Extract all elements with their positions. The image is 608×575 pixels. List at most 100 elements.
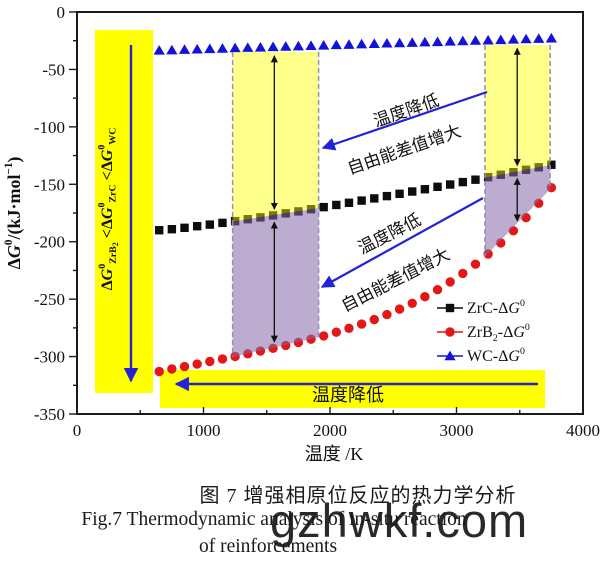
- caption-chinese: 图 7 增强相原位反应的热力学分析: [199, 485, 517, 507]
- flow-label-group: 自由能差值增大: [345, 121, 464, 178]
- marker-square: [408, 187, 417, 196]
- x-tick-label: 3000: [440, 421, 474, 440]
- tick-labels: 0 1000 2000 3000 4000 0 -50 -100 -150 -200 -250 -30…: [34, 3, 600, 440]
- flow-label-1: 温度降低: [371, 91, 441, 131]
- y-tick-label: -150: [34, 175, 65, 194]
- marker-square: [180, 223, 189, 233]
- yellow-gap-region: [232, 52, 319, 222]
- marker-triangle: [444, 36, 456, 46]
- marker-square: [192, 222, 202, 231]
- marker-square: [395, 189, 404, 199]
- marker-triangle: [330, 39, 342, 50]
- marker-triangle: [216, 43, 229, 53]
- marker-circle: [394, 304, 405, 314]
- y-tick-label: 0: [57, 3, 66, 22]
- marker-square: [344, 198, 354, 207]
- y-tick-label: -300: [34, 348, 65, 367]
- caption-english-line1: Fig.7 Thermodynamic analysis of in-situ …: [81, 509, 467, 530]
- marker-triangle: [520, 33, 532, 44]
- x-tick-label: 2000: [313, 421, 347, 440]
- marker-circle: [458, 268, 468, 279]
- marker-circle: [344, 323, 354, 334]
- x-tick-label: 4000: [566, 421, 600, 440]
- marker-square: [167, 224, 177, 234]
- marker-triangle: [204, 43, 216, 54]
- marker-circle: [382, 309, 392, 320]
- watermark-text: gzhwkf.com: [270, 494, 529, 547]
- caption-english-line2: of reinforcements: [198, 536, 338, 557]
- marker-triangle: [431, 36, 444, 47]
- marker-circle: [445, 277, 455, 287]
- marker-square: [357, 196, 366, 205]
- legend-label-zrb2: ZrB2-ΔG0: [467, 322, 530, 344]
- thermodynamics-chart: ΔG0ZrB2 <ΔG0ZrC <ΔG0WC温度降低温度降低自由能差值增大温度降…: [3, 3, 600, 464]
- marker-square: [433, 182, 442, 192]
- flow-label-4: 自由能差值增大: [338, 245, 453, 316]
- marker-triangle: [229, 42, 241, 53]
- marker-circle: [420, 292, 430, 302]
- marker-triangle: [381, 37, 393, 48]
- y-tick-label: -100: [34, 118, 65, 137]
- marker-square: [218, 218, 227, 228]
- marker-triangle: [419, 36, 431, 47]
- marker-triangle: [280, 41, 292, 51]
- flow-arrow-2: [320, 197, 484, 288]
- marker-triangle: [191, 43, 203, 54]
- legend-label-wc: WC-ΔG0: [467, 346, 525, 365]
- y-axis-title: ΔG0/(kJ·mol−1): [3, 157, 25, 270]
- marker-square: [445, 180, 455, 189]
- left-yellow-band: [95, 30, 153, 393]
- axes: [69, 11, 584, 415]
- y-tick-label: -250: [34, 290, 65, 309]
- legend-label-zrc: ZrC-ΔG0: [467, 298, 525, 317]
- y-tick-label: -350: [34, 405, 65, 424]
- marker-circle: [205, 356, 215, 367]
- marker-triangle: [305, 40, 317, 50]
- marker-triangle: [482, 34, 494, 45]
- marker-circle: [432, 285, 443, 295]
- purple-gap-region: [232, 207, 319, 357]
- series-wc: [153, 32, 557, 55]
- marker-square: [370, 194, 379, 203]
- marker-square: [458, 177, 468, 187]
- marker-triangle: [533, 33, 545, 43]
- marker-triangle: [292, 40, 304, 51]
- y-tick-label: -50: [42, 60, 65, 79]
- marker-circle: [356, 319, 367, 329]
- marker-triangle: [356, 38, 368, 49]
- marker-square: [483, 172, 493, 182]
- marker-circle: [331, 327, 342, 337]
- highlight-band-1: [231, 52, 320, 357]
- marker-triangle: [318, 40, 330, 50]
- marker-square: [382, 191, 392, 201]
- marker-triangle: [507, 34, 520, 44]
- marker-triangle: [254, 41, 267, 52]
- marker-square: [205, 220, 215, 229]
- marker-triangle: [178, 44, 191, 54]
- marker-square: [420, 185, 430, 194]
- flow-arrow-1: [321, 90, 488, 151]
- marker-circle: [192, 359, 202, 369]
- marker-triangle: [242, 42, 254, 52]
- marker-circle: [407, 298, 417, 308]
- marker-triangle: [545, 32, 557, 43]
- legend-marker-circle: [445, 327, 455, 337]
- marker-triangle: [469, 35, 482, 45]
- marker-circle: [470, 259, 481, 269]
- marker-triangle: [166, 44, 178, 55]
- marker-square: [332, 200, 341, 210]
- y-tick-label: -200: [34, 233, 65, 252]
- marker-circle: [318, 331, 329, 341]
- marker-square: [471, 175, 480, 184]
- marker-circle: [154, 366, 164, 377]
- bottom-band-label: 温度降低: [312, 385, 384, 405]
- legend-marker-triangle: [444, 350, 456, 361]
- marker-triangle: [368, 38, 380, 49]
- highlight-band-2: [484, 45, 551, 257]
- legend: ZrC-ΔG0 ZrB2-ΔG0 WC-ΔG0: [437, 298, 530, 365]
- marker-triangle: [153, 45, 165, 55]
- x-axis-title: 温度 /K: [305, 444, 364, 464]
- flow-label-group: 自由能差值增大: [338, 245, 453, 316]
- marker-triangle: [343, 39, 355, 49]
- marker-triangle: [457, 35, 469, 46]
